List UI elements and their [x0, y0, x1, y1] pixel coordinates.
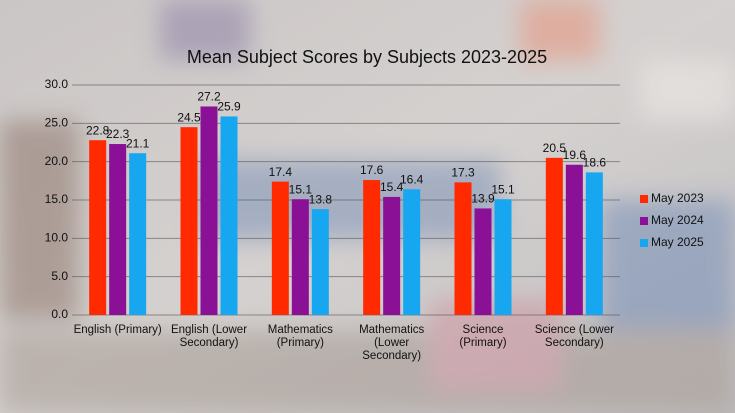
bar: [220, 116, 238, 315]
data-label: 17.4: [269, 165, 293, 179]
data-label: 25.9: [217, 100, 241, 114]
bar: [494, 199, 512, 315]
data-label: 16.4: [400, 172, 424, 186]
data-label: 17.6: [360, 163, 384, 177]
data-label: 17.3: [451, 166, 475, 180]
bar: [180, 127, 198, 316]
y-tick-label: 25.0: [45, 116, 69, 130]
bar: [311, 209, 329, 315]
y-tick-label: 10.0: [45, 231, 69, 245]
data-label: 19.6: [563, 148, 587, 162]
y-tick-label: 5.0: [51, 269, 68, 283]
legend-label: May 2023: [651, 191, 704, 205]
data-label: 15.1: [491, 182, 515, 196]
data-label: 22.8: [86, 123, 110, 137]
y-tick-label: 30.0: [45, 77, 69, 91]
bar: [363, 180, 381, 315]
data-label: 15.1: [289, 182, 313, 196]
bar: [383, 196, 401, 315]
data-label: 22.3: [106, 127, 130, 141]
bar: [291, 199, 309, 315]
x-tick-label: Mathematics (Lower Secondary): [359, 324, 425, 362]
x-tick-label: Mathematics (Primary): [267, 324, 333, 349]
bar: [454, 182, 472, 315]
data-label: 24.5: [177, 110, 201, 124]
data-label: 21.1: [126, 136, 150, 150]
legend-label: May 2025: [651, 235, 704, 249]
data-label: 18.6: [583, 156, 607, 170]
bar: [129, 153, 147, 315]
legend-marker: [640, 195, 648, 203]
data-label: 20.5: [543, 141, 567, 155]
y-tick-label: 0.0: [51, 307, 68, 321]
bar: [545, 157, 563, 315]
chart-title: Mean Subject Scores by Subjects 2023-202…: [187, 47, 547, 67]
bar: [89, 140, 107, 315]
x-tick-label: Science (Primary): [459, 324, 507, 349]
y-tick-label: 20.0: [45, 154, 69, 168]
x-tick-label: English (Lower Secondary): [170, 324, 248, 349]
x-tick-label: English (Primary): [73, 324, 162, 336]
data-label: 13.9: [471, 192, 495, 206]
data-label: 15.4: [380, 180, 404, 194]
data-label: 27.2: [197, 90, 221, 104]
legend-marker: [640, 239, 648, 247]
legend-marker: [640, 217, 648, 225]
bar: [474, 208, 492, 315]
x-tick-label: Science (Lower Secondary): [534, 324, 614, 349]
legend-label: May 2024: [651, 213, 704, 227]
data-label: 13.8: [309, 192, 333, 206]
bar: [585, 172, 603, 315]
bar: [271, 181, 289, 315]
bar: [200, 106, 218, 315]
y-tick-label: 15.0: [45, 192, 69, 206]
bar: [109, 144, 127, 315]
bar: [403, 189, 421, 315]
bar: [565, 164, 583, 315]
